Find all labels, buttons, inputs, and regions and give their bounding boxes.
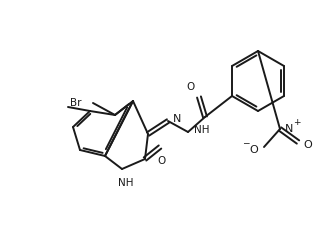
Text: NH: NH	[194, 124, 209, 134]
Text: O: O	[303, 139, 312, 149]
Text: O: O	[158, 155, 166, 165]
Text: +: +	[293, 118, 300, 127]
Text: NH: NH	[118, 177, 134, 187]
Text: Br: Br	[69, 98, 81, 108]
Text: O: O	[249, 144, 258, 154]
Text: −: −	[242, 138, 250, 147]
Text: N: N	[173, 114, 181, 123]
Text: N: N	[285, 123, 293, 133]
Text: O: O	[187, 82, 195, 92]
